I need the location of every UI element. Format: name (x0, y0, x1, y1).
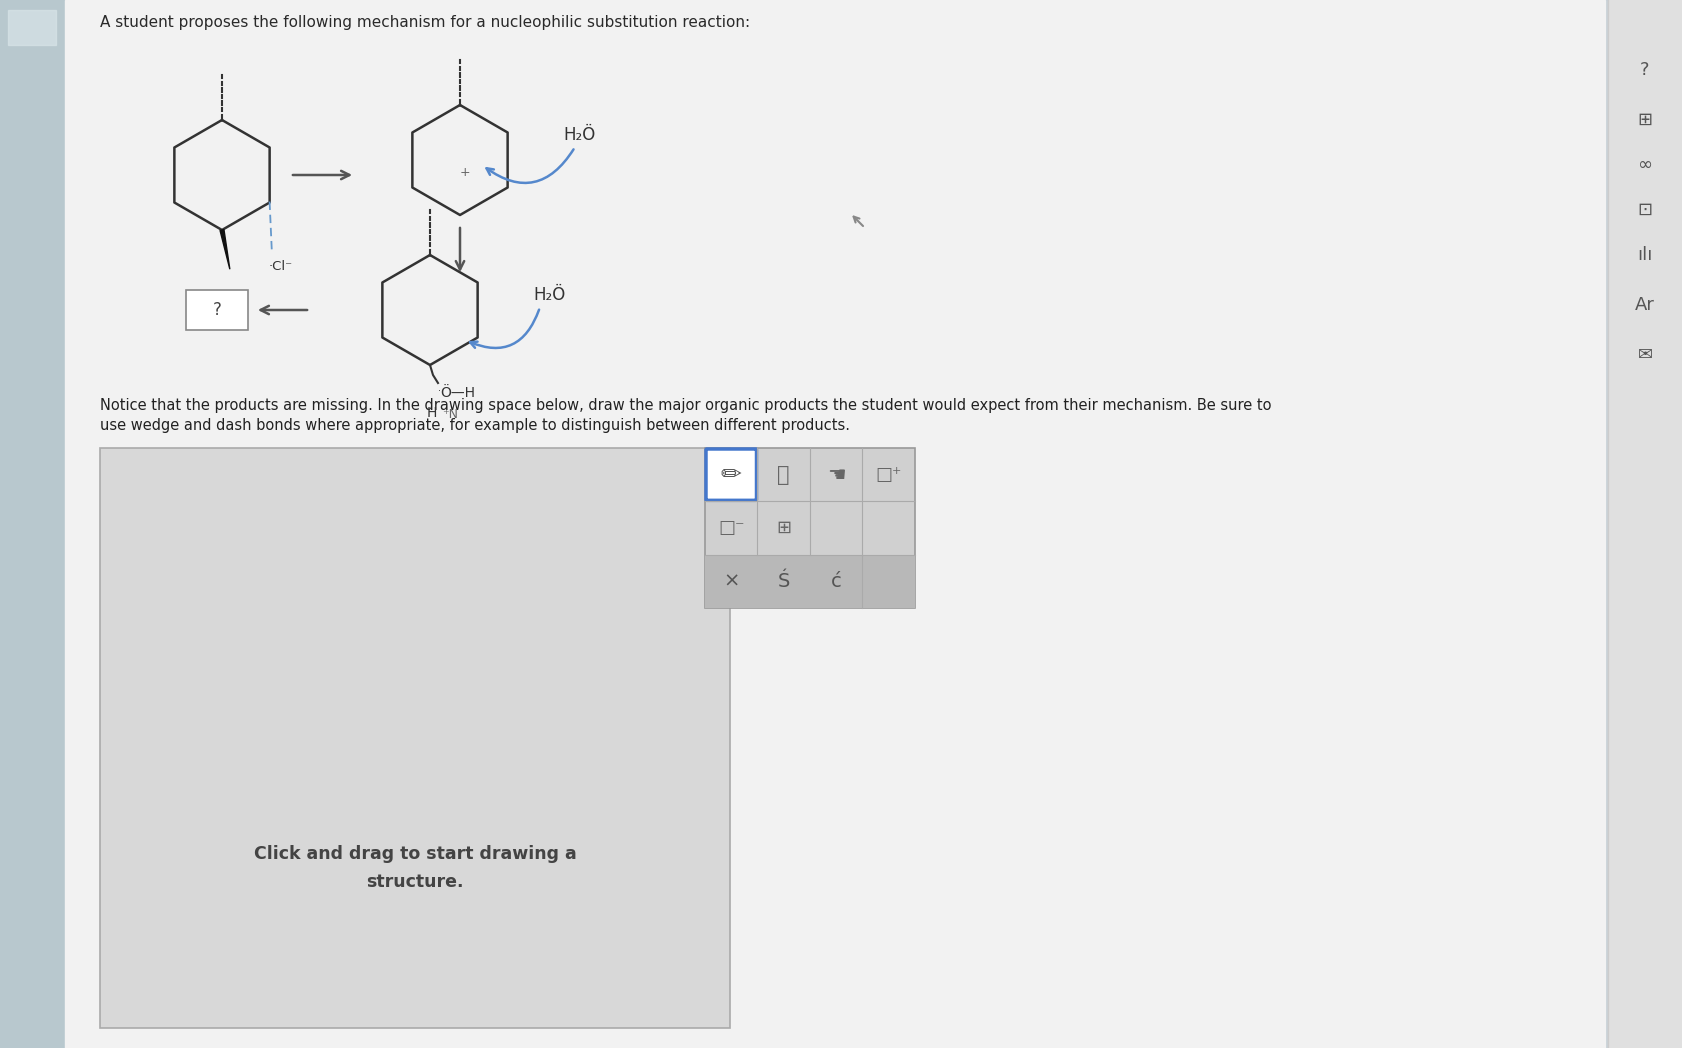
Text: Ar: Ar (1635, 296, 1653, 314)
Text: Notice that the products are missing. In the drawing space below, draw the major: Notice that the products are missing. In… (99, 398, 1270, 413)
Text: ··: ·· (437, 386, 444, 396)
Bar (8, 10, 56, 45)
Text: ×: × (723, 572, 738, 591)
Text: ☚: ☚ (826, 464, 844, 484)
Text: A student proposes the following mechanism for a nucleophilic substitution react: A student proposes the following mechani… (99, 15, 750, 30)
Text: Click and drag to start drawing a: Click and drag to start drawing a (254, 845, 575, 863)
Bar (705, 447, 915, 608)
Text: Ś: Ś (777, 572, 789, 591)
Text: ?: ? (212, 301, 222, 319)
Bar (0, 0, 66, 1048)
Text: ∞: ∞ (1637, 156, 1652, 174)
Text: ⁺N: ⁺N (442, 409, 458, 421)
Text: ✏: ✏ (720, 462, 742, 486)
Text: +: + (459, 166, 469, 178)
Text: ?: ? (1640, 61, 1648, 79)
FancyBboxPatch shape (705, 449, 755, 500)
Bar (99, 447, 730, 1028)
Text: ⊞: ⊞ (775, 519, 791, 537)
Text: 🖊: 🖊 (777, 464, 789, 484)
Text: ć: ć (831, 572, 841, 591)
Text: ılı: ılı (1637, 246, 1652, 264)
Text: H₂Ö: H₂Ö (533, 286, 565, 304)
Text: ✉: ✉ (1637, 346, 1652, 364)
Text: □⁻: □⁻ (718, 519, 743, 537)
FancyBboxPatch shape (187, 290, 247, 330)
Text: use wedge and dash bonds where appropriate, for example to distinguish between d: use wedge and dash bonds where appropria… (99, 418, 849, 433)
Text: □⁺: □⁺ (875, 465, 902, 484)
Text: H₂Ö: H₂Ö (563, 126, 595, 144)
Text: structure.: structure. (367, 873, 464, 891)
Bar (705, 554, 915, 608)
Text: H: H (427, 406, 437, 420)
Text: Ö—H: Ö—H (439, 386, 474, 400)
Text: ⊡: ⊡ (1637, 201, 1652, 219)
Text: ⊞: ⊞ (1637, 111, 1652, 129)
Text: ·Cl⁻: ·Cl⁻ (269, 260, 293, 272)
Bar (1606, 0, 1682, 1048)
Polygon shape (220, 230, 230, 269)
